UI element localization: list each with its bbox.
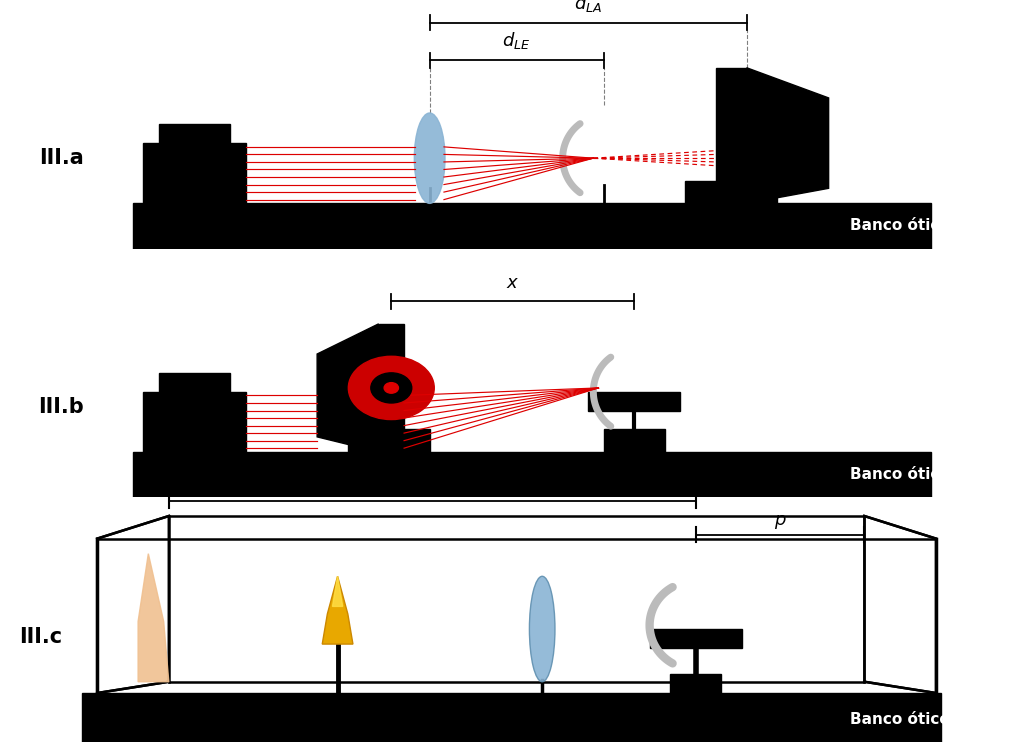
Text: q: q [427,477,438,495]
Polygon shape [747,68,829,203]
Ellipse shape [530,577,555,682]
Text: $d_{LA}$: $d_{LA}$ [574,0,603,13]
Bar [588,392,680,410]
Text: $d_{LE}$: $d_{LE}$ [502,30,531,51]
Circle shape [371,372,411,403]
Bar [716,68,747,203]
Circle shape [348,356,435,419]
Bar [143,392,246,452]
Bar [143,143,246,203]
Circle shape [385,383,399,393]
Polygon shape [332,577,343,606]
Bar [670,674,721,693]
Bar [159,124,230,143]
Text: p: p [774,510,786,529]
Polygon shape [322,577,353,644]
Polygon shape [864,516,936,693]
Bar [133,203,931,249]
Text: III.a: III.a [39,148,84,168]
Bar [133,452,931,497]
Bar [604,430,665,452]
Text: Banco ótico: Banco ótico [850,467,950,482]
Bar [82,693,941,742]
Bar [159,372,230,392]
Ellipse shape [414,113,445,203]
Text: Banco ótico: Banco ótico [850,218,950,234]
Polygon shape [97,516,169,693]
Bar [650,629,742,648]
Text: Banco ótico: Banco ótico [850,712,950,727]
Text: $x$: $x$ [506,275,520,292]
Polygon shape [317,324,379,452]
Bar [685,181,777,203]
Bar [348,430,430,452]
Bar [379,324,404,452]
Polygon shape [138,554,169,682]
Text: III.b: III.b [39,397,84,417]
Text: III.c: III.c [19,626,62,646]
